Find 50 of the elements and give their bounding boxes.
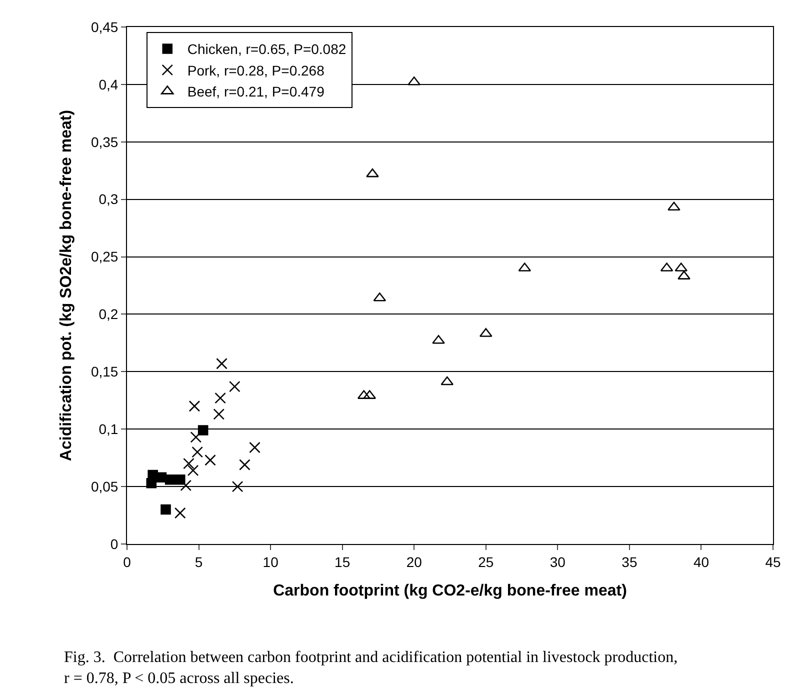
point — [198, 425, 208, 436]
legend-label: Pork, r=0.28, P=0.268 — [187, 62, 325, 78]
x-tick-label: 0 — [123, 554, 132, 570]
point — [668, 202, 680, 211]
x-tick-label: 15 — [334, 554, 350, 570]
point — [174, 507, 186, 519]
point — [188, 400, 200, 412]
point — [366, 168, 379, 178]
point — [190, 432, 202, 443]
x-tick-label: 35 — [622, 554, 638, 570]
legend-label: Chicken, r=0.65, P=0.082 — [187, 41, 346, 58]
point — [229, 380, 240, 392]
point — [174, 474, 186, 485]
x-tick-label: 10 — [262, 554, 279, 570]
point — [440, 376, 454, 386]
legend-label: Beef, r=0.21, P=0.479 — [187, 84, 325, 100]
point — [160, 504, 171, 515]
point — [192, 446, 203, 458]
y-tick-label: 0,35 — [90, 134, 118, 150]
point — [214, 392, 226, 404]
y-tick-label: 0,05 — [90, 478, 118, 494]
point — [249, 442, 260, 454]
point — [187, 464, 199, 476]
point — [213, 408, 225, 420]
y-tick-label: 0,45 — [90, 18, 118, 35]
caption: Fig. 3. Correlation between carbon footprint and acidification potential in livestock production, r = 0.78, P < 0.05 across all species. — [64, 649, 678, 687]
y-axis-title: Acidification pot. (kg SO2e/kg bone-free meat) — [58, 110, 75, 462]
x-tick-label: 30 — [550, 554, 566, 570]
point — [164, 474, 176, 485]
x-tick-label: 45 — [765, 554, 781, 570]
y-tick-label: 0,25 — [90, 248, 118, 265]
x-tick-label: 20 — [406, 554, 422, 570]
point — [232, 480, 244, 492]
y-tick-label: 0,2 — [98, 306, 118, 322]
point — [239, 459, 250, 470]
point — [216, 358, 228, 370]
x-tick-label: 25 — [478, 554, 494, 570]
y-tick-label: 0 — [110, 536, 118, 552]
point — [204, 454, 216, 466]
y-tick-label: 0,1 — [98, 421, 118, 438]
y-tick-label: 0,3 — [98, 191, 118, 208]
point — [373, 292, 386, 302]
point — [146, 478, 157, 488]
y-tick-label: 0,4 — [98, 76, 118, 92]
x-axis-title: Carbon footprint (kg CO2-e/kg bone-free meat) — [273, 582, 627, 600]
point — [183, 458, 194, 470]
point — [180, 480, 192, 492]
x-tick-label: 5 — [194, 554, 203, 570]
x-tick-label: 40 — [693, 554, 710, 570]
y-tick-label: 0,15 — [90, 364, 118, 380]
